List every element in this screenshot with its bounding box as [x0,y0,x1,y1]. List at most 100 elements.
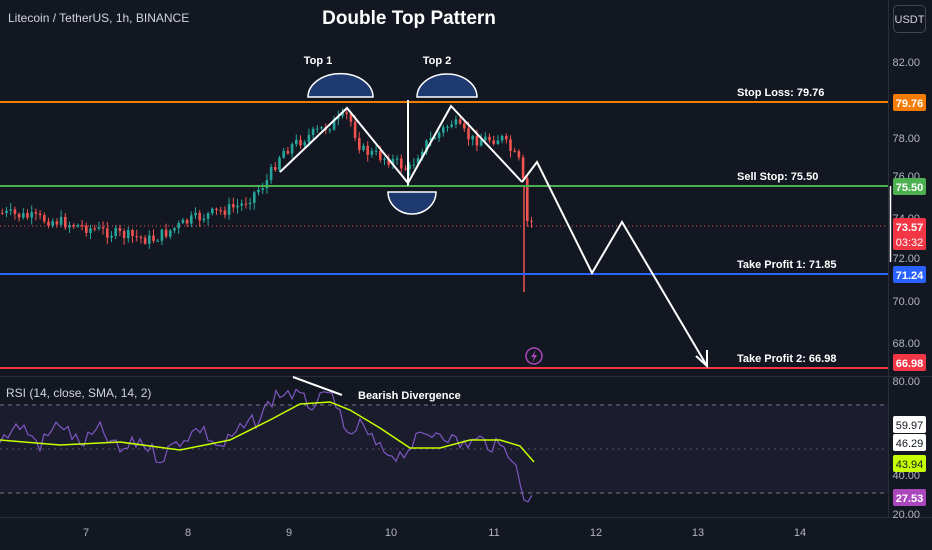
candle-body [412,164,416,166]
candle-body [85,225,88,233]
candle-body [30,212,33,218]
candle-body [278,157,281,170]
candle-body [282,150,285,158]
candle-body [429,138,432,141]
candle-body [517,151,521,158]
take-profit-1-label: Take Profit 1: 71.85 [737,259,836,271]
svg-text:79.76: 79.76 [896,98,924,110]
candle-body [135,236,138,238]
candle-body [269,167,273,181]
svg-text:43.94: 43.94 [896,459,924,471]
candle-body [143,237,147,244]
candle-body [408,164,411,170]
sell-stop-badge[interactable]: 75.50 [893,178,926,195]
rsi-upper-badge: 59.97 [893,416,926,433]
candle-body [362,145,365,150]
stop-loss-badge[interactable]: 79.76 [893,94,926,111]
candle-body [206,213,210,219]
candle-body [127,230,130,239]
candle-body [320,127,323,129]
time-tick: 7 [83,527,89,539]
candle-body [467,128,470,140]
candle-body [366,145,369,155]
candle-body [17,213,21,218]
candle-body [311,128,315,135]
time-tick: 14 [794,527,806,539]
candle-body [227,204,231,215]
candle-body [9,209,12,211]
bearish-divergence-label: Bearish Divergence [358,390,461,402]
candle-body [34,212,38,214]
top-2-label: Top 2 [423,55,452,67]
candle-body [110,236,113,238]
candle-body [500,136,504,141]
candle-body [404,168,407,170]
candle-body [114,228,117,237]
candle-body [265,180,269,189]
rsi-mid-badge: 46.29 [893,434,926,451]
current-price-badge[interactable]: 73.57 03:32 [893,218,926,250]
lightning-icon[interactable] [525,347,543,365]
candle-body [450,124,453,127]
candle-body [303,142,306,146]
main-chart-pane[interactable] [0,0,888,375]
rsi-line [0,388,533,503]
candle-body [433,137,437,139]
candle-body [295,139,298,145]
price-tick: 78.00 [892,133,920,145]
candle-body [286,150,290,154]
candle-body [437,132,441,138]
candle-body [139,236,143,238]
top-2-cap[interactable] [416,73,478,98]
rsi-tick-80: 80.00 [892,376,920,388]
candle-body [463,123,466,129]
rsi-indicator-label[interactable]: RSI (14, close, SMA, 14, 2) [6,386,151,400]
candle-body [387,158,390,165]
candle-body [72,225,75,227]
svg-text:66.98: 66.98 [896,358,924,370]
candle-body [13,209,17,214]
candle-body [475,135,479,146]
candle-body [421,151,424,159]
candle-body [156,240,159,242]
price-tick: 72.00 [892,253,920,265]
time-tick: 9 [286,527,292,539]
candle-body [118,228,122,232]
candle-body [261,188,264,190]
rsi-sma-badge: 43.94 [893,455,926,472]
bearish-divergence-line[interactable] [292,376,343,396]
candle-body [505,136,508,140]
candle-body [274,167,277,170]
candle-body [106,228,109,238]
candle-body [488,136,491,141]
top-1-cap[interactable] [307,72,374,98]
candle-body [215,208,218,211]
candle-body [391,158,395,165]
candle-body [173,228,176,231]
candle-body [446,126,449,128]
svg-text:46.29: 46.29 [896,438,924,450]
candle-body [328,129,332,131]
symbol-label[interactable]: Litecoin / TetherUS, 1h, BINANCE [8,11,189,25]
projection-arrowhead [695,350,708,369]
candle-body [349,113,353,122]
candle-body [177,223,180,229]
currency-button[interactable]: USDT [893,5,926,33]
candle-body [253,192,256,203]
svg-text:75.50: 75.50 [896,182,924,194]
candle-body [374,150,378,152]
take-profit-1-badge[interactable]: 71.24 [893,266,926,283]
double-top-pattern-line[interactable] [279,100,523,187]
candle-body [5,210,8,214]
candle-body [257,189,260,193]
candle-body [332,119,336,130]
projection-path[interactable] [521,160,708,367]
neckline-cap[interactable] [387,191,437,215]
take-profit-2-badge[interactable]: 66.98 [893,354,926,371]
candle-body [164,229,168,237]
candle-body [248,202,252,205]
candle-body [198,212,201,221]
candle-body [307,134,311,143]
candle-body [68,225,71,228]
